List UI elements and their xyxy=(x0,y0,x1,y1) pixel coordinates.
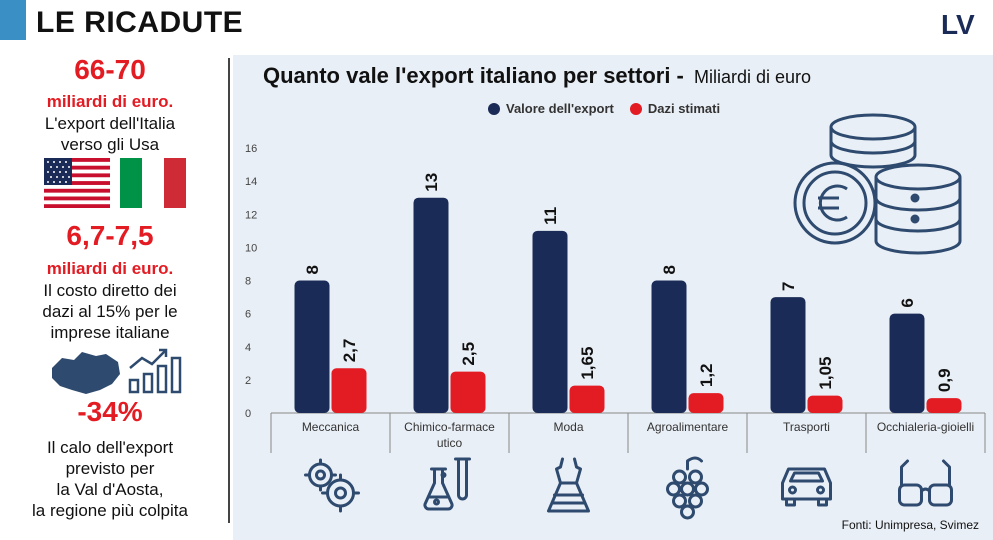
source-note: Fonti: Unimpresa, Svimez xyxy=(841,518,979,532)
bar-export xyxy=(532,230,568,413)
stat-dazi-text-1: Il costo diretto dei xyxy=(43,281,177,300)
stat-export-unit: miliardi di euro. xyxy=(46,92,174,111)
stat-dazi-text-3: imprese italiane xyxy=(50,323,170,342)
y-tick-label: 12 xyxy=(245,209,257,221)
bar-dazi xyxy=(926,398,962,413)
bar-chart: 0 2 4 6 8 10 12 14 16 8 2,7 Meccanica 13 2,5 Chimico-f… xyxy=(245,113,986,520)
y-tick-label: 6 xyxy=(245,309,251,321)
data-label-dazi: 1,05 xyxy=(816,357,835,390)
bar-export xyxy=(889,313,925,413)
bar-export xyxy=(413,197,449,413)
y-tick-label: 4 xyxy=(245,342,251,354)
divider-line xyxy=(228,58,230,523)
y-tick-label: 14 xyxy=(245,176,257,188)
stat-export-value: 66-70 xyxy=(74,54,146,85)
stat-dazi-unit: miliardi di euro. xyxy=(46,259,174,278)
x-tick-label: Trasporti xyxy=(783,420,830,434)
bar-export xyxy=(770,297,806,413)
car-icon xyxy=(781,467,832,507)
data-label-dazi: 1,65 xyxy=(578,347,597,380)
stat-calo-value: -34% xyxy=(77,396,143,427)
legend-label-dazi: Dazi stimati xyxy=(647,101,721,116)
data-label-export: 7 xyxy=(779,282,798,291)
chart-subtitle: Miliardi di euro xyxy=(694,67,812,87)
y-tick-label: 2 xyxy=(245,375,251,387)
stat-calo-text-4: la regione più colpita xyxy=(32,501,188,520)
bar-export xyxy=(294,280,330,413)
data-label-dazi: 0,9 xyxy=(935,368,954,392)
stat-export-text-2: verso gli Usa xyxy=(60,135,160,154)
glasses-icon xyxy=(898,459,953,507)
data-label-dazi: 1,2 xyxy=(697,363,716,387)
legend-dot-export xyxy=(488,102,500,115)
x-tick-label: Moda xyxy=(553,420,583,434)
valle-aosta-map-icon xyxy=(52,352,120,394)
chart-panel: Quanto vale l'export italiano per settor… xyxy=(233,55,993,540)
bar-dazi xyxy=(569,385,605,413)
chart-legend: Valore dell'export Dazi stimati xyxy=(488,101,720,116)
data-label-dazi: 2,7 xyxy=(340,339,359,363)
x-tick-label: Agroalimentare xyxy=(647,420,729,434)
y-tick-label: 16 xyxy=(245,143,257,155)
chart-title-main: Quanto vale l'export italiano per settor… xyxy=(263,63,684,88)
sidebar: 66-70 miliardi di euro. L'export dell'It… xyxy=(0,50,220,530)
logo: LV xyxy=(941,9,975,40)
data-label-export: 13 xyxy=(422,173,441,192)
bar-dazi xyxy=(331,368,367,413)
gears-icon xyxy=(304,458,360,513)
data-label-export: 6 xyxy=(898,298,917,307)
chart-title: Quanto vale l'export italiano per settor… xyxy=(263,63,811,89)
italy-flag-icon xyxy=(120,158,186,208)
data-label-export: 8 xyxy=(660,265,679,274)
bar-export xyxy=(651,280,687,413)
data-label-export: 11 xyxy=(541,207,560,225)
header-accent-bar xyxy=(0,0,26,40)
growth-chart-icon xyxy=(128,348,182,394)
data-label-export: 8 xyxy=(303,265,322,274)
usa-flag-icon xyxy=(44,158,110,208)
y-tick-label: 0 xyxy=(245,408,251,420)
stat-calo-text-3: la Val d'Aosta, xyxy=(56,480,164,499)
bar-dazi xyxy=(688,393,724,413)
y-tick-label: 10 xyxy=(245,242,257,254)
stat-dazi-text-2: dazi al 15% per le xyxy=(42,302,178,321)
x-tick-label: Occhialeria-gioielli xyxy=(877,420,974,434)
x-tick-label: utico xyxy=(437,436,463,450)
bar-dazi xyxy=(450,371,486,413)
page-title: LE RICADUTE xyxy=(36,6,244,39)
stat-calo-text-2: previsto per xyxy=(65,459,155,478)
data-label-dazi: 2,5 xyxy=(459,342,478,366)
stat-calo-text-1: Il calo dell'export xyxy=(46,438,174,457)
logo-text: LV xyxy=(941,9,975,40)
stat-dazi-value: 6,7-7,5 xyxy=(66,220,154,251)
x-tick-label: Meccanica xyxy=(302,420,360,434)
flask-icon xyxy=(423,457,471,511)
x-tick-label: Chimico-farmace xyxy=(404,420,495,434)
legend-label-export: Valore dell'export xyxy=(506,101,614,116)
grapes-icon xyxy=(666,456,709,520)
legend-item-export: Valore dell'export xyxy=(488,101,614,116)
stat-export-text-1: L'export dell'Italia xyxy=(44,114,176,133)
legend-item-dazi: Dazi stimati xyxy=(629,101,721,116)
bar-dazi xyxy=(807,395,843,413)
coins-euro-icon xyxy=(793,113,962,255)
dress-icon xyxy=(547,457,590,513)
y-tick-label: 8 xyxy=(245,276,251,288)
legend-dot-dazi xyxy=(629,102,642,115)
